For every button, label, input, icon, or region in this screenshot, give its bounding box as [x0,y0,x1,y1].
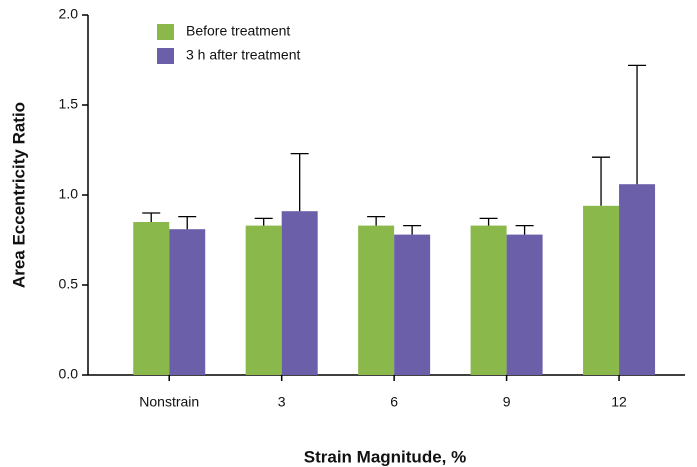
bar [470,225,507,375]
error-bar [515,224,534,235]
legend-swatch [157,48,174,64]
error-bar [403,224,422,235]
y-axis-title: Area Eccentricity Ratio [9,102,28,288]
error-bar [290,152,309,212]
bar [133,222,170,375]
bar [169,229,206,375]
error-bar [628,64,647,185]
x-tick-label: 3 [278,394,286,410]
legend-swatch [157,24,174,40]
bar [619,184,656,375]
error-bar [367,215,386,226]
error-bar [479,217,498,226]
bar [506,234,543,375]
x-tick-label: 9 [503,394,511,410]
bar [281,211,318,375]
bar [358,225,395,375]
bar [583,205,620,375]
y-tick-label: 1.5 [59,96,79,112]
y-tick-label: 2.0 [59,6,79,22]
y-tick-label: 0.0 [59,366,79,382]
bar [394,234,431,375]
error-bar [178,215,197,230]
bar [245,225,282,375]
x-tick-label: 12 [611,394,627,410]
error-bar [142,212,161,222]
x-tick-label: 6 [390,394,398,410]
legend-label: Before treatment [186,23,290,39]
error-bar [254,217,273,226]
x-axis-title: Strain Magnitude, % [304,447,466,466]
legend-label: 3 h after treatment [186,47,301,63]
y-tick-label: 0.5 [59,276,79,292]
x-tick-label: Nonstrain [139,394,199,410]
error-bar [592,156,611,206]
y-tick-label: 1.0 [59,186,79,202]
